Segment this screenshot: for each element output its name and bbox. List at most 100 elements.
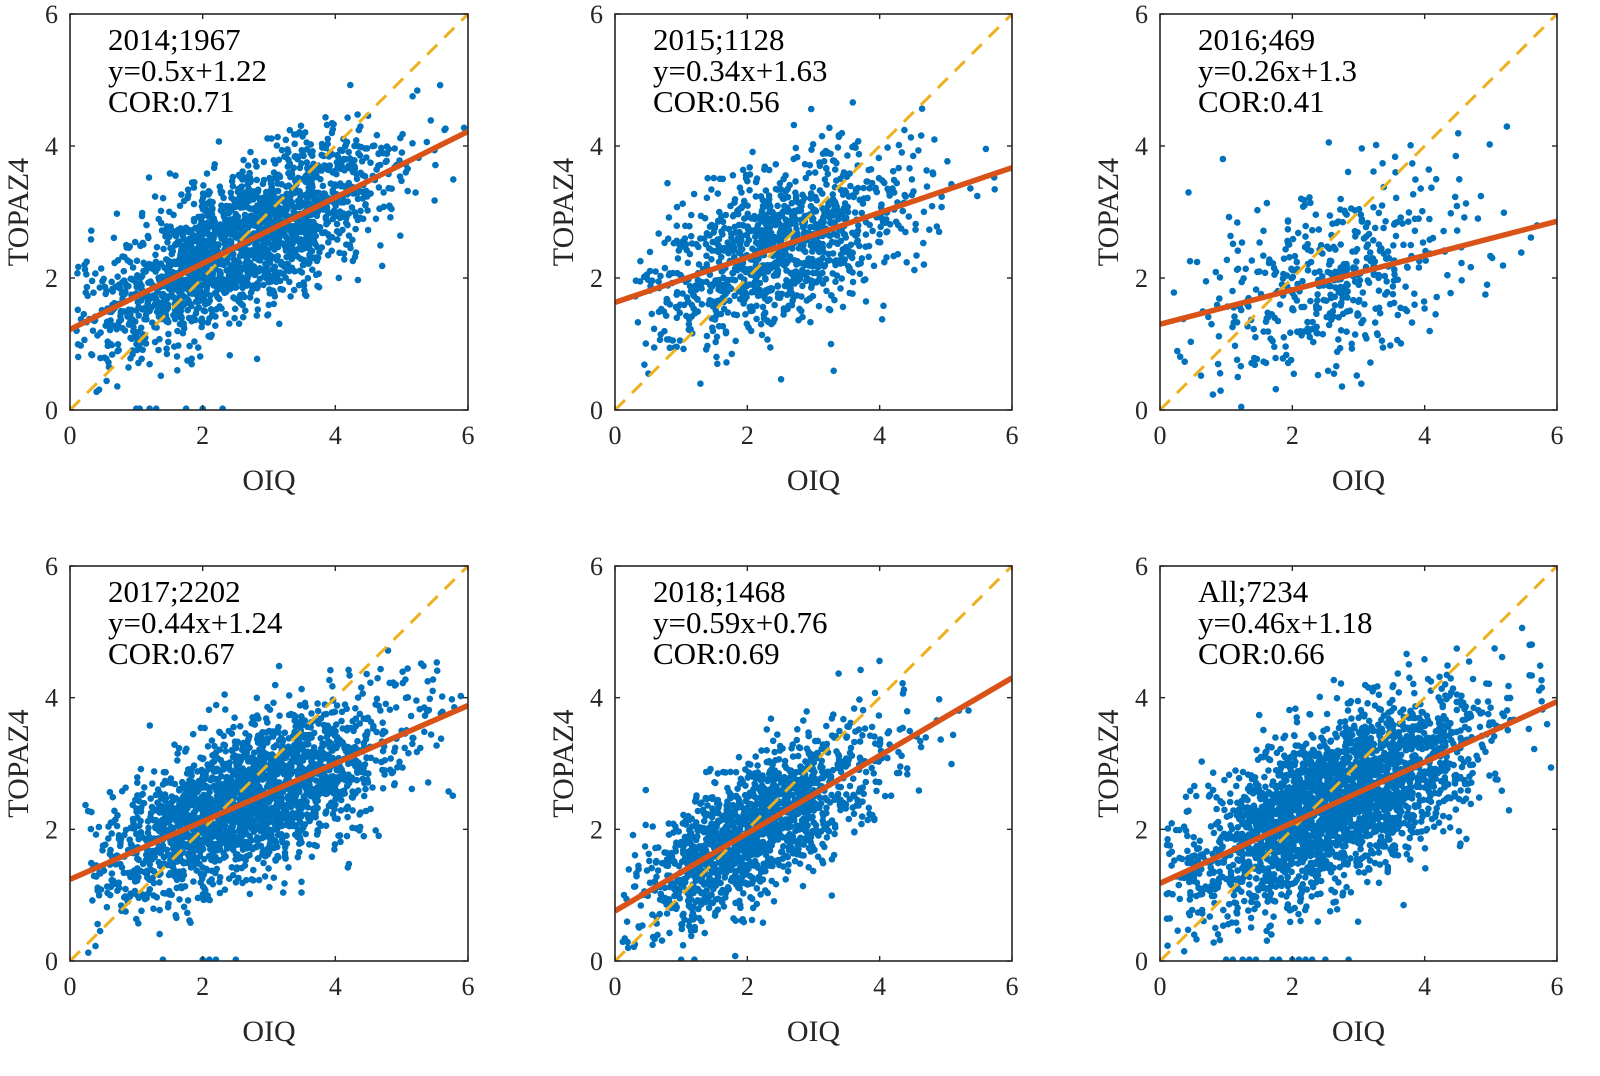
scatter-point: [344, 813, 351, 821]
scatter-point: [222, 241, 229, 248]
scatter-point: [179, 292, 187, 299]
scatter-point: [908, 176, 916, 183]
scatter-point: [1325, 261, 1333, 268]
scatter-point: [238, 183, 246, 190]
scatter-point: [679, 290, 686, 297]
scatter-point: [1391, 266, 1398, 273]
scatter-point: [1420, 298, 1428, 305]
scatter-point: [807, 195, 814, 202]
y-axis-label: TOPAZ4: [547, 158, 580, 266]
scatter-point: [253, 694, 261, 702]
scatter-point: [780, 311, 787, 318]
scatter-point: [389, 768, 397, 776]
scatter-point: [315, 270, 323, 278]
scatter-point: [679, 200, 686, 207]
scatter-point: [1193, 258, 1201, 266]
y-tick-label: 2: [1135, 264, 1148, 293]
scatter-point: [266, 174, 273, 182]
scatter-point: [1527, 234, 1535, 241]
scatter-point: [1307, 297, 1314, 305]
scatter-point: [265, 204, 272, 211]
scatter-point: [362, 201, 369, 208]
scatter-point: [239, 247, 247, 255]
scatter-point: [139, 346, 146, 354]
scatter-point: [1310, 338, 1317, 346]
scatter-point: [137, 324, 145, 332]
scatter-point: [663, 336, 671, 343]
scatter-point: [82, 801, 89, 809]
scatter-point: [253, 355, 261, 363]
scatter-point: [205, 332, 212, 340]
scatter-point: [733, 311, 741, 319]
y-tick-label: 0: [590, 396, 603, 425]
scatter-point: [1324, 243, 1331, 250]
scatter-point: [1394, 276, 1402, 284]
scatter-point: [358, 684, 365, 691]
scatter-point: [234, 258, 241, 265]
scatter-point: [809, 215, 817, 223]
scatter-point: [859, 200, 867, 207]
scatter-point: [691, 310, 699, 317]
scatter-point: [1306, 194, 1313, 201]
scatter-point: [1372, 305, 1379, 313]
scatter-point: [387, 755, 395, 762]
scatter-point: [433, 742, 440, 749]
scatter-point: [724, 239, 731, 246]
scatter-point: [353, 175, 361, 183]
scatter-point: [838, 129, 846, 137]
scatter-point: [260, 281, 267, 289]
scatter-point: [657, 272, 664, 280]
scatter-point: [342, 156, 350, 163]
scatter-point: [688, 301, 696, 309]
scatter-point: [414, 87, 421, 94]
scatter-point: [231, 714, 238, 721]
scatter-point: [174, 327, 181, 335]
scatter-point: [121, 290, 128, 298]
scatter-point: [369, 142, 377, 150]
scatter-point: [818, 221, 826, 228]
scatter-point: [826, 242, 833, 249]
scatter-point: [159, 781, 167, 788]
scatter-point: [424, 779, 432, 786]
scatter-point: [102, 290, 109, 298]
scatter-point: [292, 792, 300, 799]
scatter-point: [177, 307, 185, 315]
scatter-point: [372, 757, 380, 764]
scatter-point: [404, 665, 411, 672]
scatter-point: [1302, 222, 1309, 230]
scatter-point: [1518, 249, 1525, 256]
scatter-point: [839, 303, 847, 311]
scatter-point: [842, 243, 850, 251]
scatter-point: [114, 341, 122, 348]
scatter-point: [152, 251, 159, 259]
scatter-point: [194, 232, 201, 240]
x-axis-label: OIQ: [242, 464, 296, 497]
scatter-point: [301, 217, 309, 224]
scatter-point: [1412, 176, 1419, 183]
scatter-point: [363, 145, 371, 152]
scatter-point: [1330, 370, 1338, 378]
scatter-point: [906, 165, 913, 172]
scatter-point: [713, 312, 720, 320]
scatter-point: [747, 307, 754, 315]
scatter-point: [831, 166, 839, 173]
scatter-point: [307, 185, 314, 193]
scatter-point: [1354, 229, 1361, 236]
scatter-point: [282, 136, 290, 144]
y-tick-label: 4: [590, 132, 603, 161]
scatter-point: [309, 266, 316, 274]
scatter-point: [244, 181, 251, 188]
scatter-point: [875, 154, 883, 162]
scatter-point: [134, 774, 141, 781]
scatter-point: [771, 301, 778, 309]
scatter-point: [138, 907, 145, 915]
scatter-point: [282, 233, 290, 241]
scatter-point: [303, 146, 311, 153]
scatter-point: [189, 234, 196, 241]
scatter-point: [84, 292, 91, 300]
scatter-point: [254, 188, 262, 195]
scatter-point: [107, 322, 115, 330]
scatter-point: [222, 229, 230, 237]
scatter-point: [239, 301, 246, 309]
scatter-point: [886, 221, 894, 228]
